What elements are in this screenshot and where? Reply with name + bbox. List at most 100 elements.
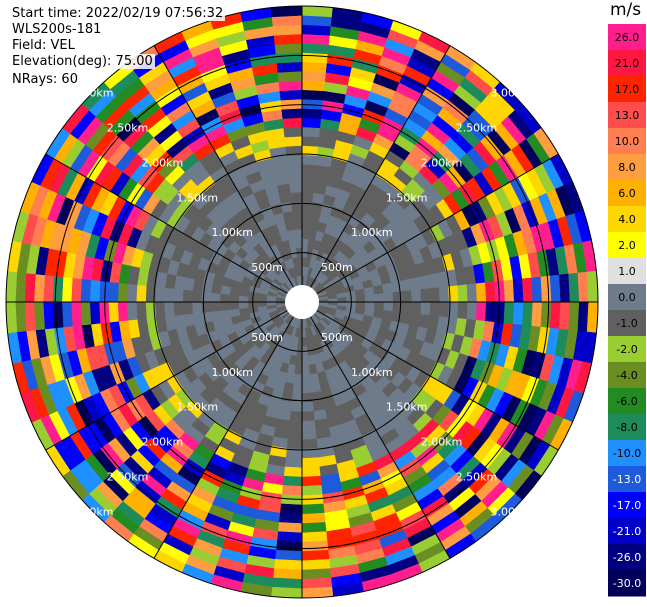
nrays-label: NRays: 60 [10, 72, 80, 87]
velocity-gate [271, 15, 303, 27]
velocity-gate [559, 273, 571, 303]
azimuth-spoke [45, 310, 288, 451]
colorbar-tick-label: 17.0 [615, 83, 640, 96]
velocity-gate [275, 52, 303, 64]
velocity-gate [286, 154, 303, 166]
velocity-gate [301, 135, 320, 147]
velocity-gate [271, 577, 303, 589]
velocity-gate [522, 301, 534, 327]
velocity-gate [80, 278, 92, 303]
velocity-gate [282, 210, 294, 222]
colorbar-tick-label: -8.0 [616, 421, 637, 434]
range-ring-label: 1.00km [211, 226, 253, 239]
velocity-gate [392, 301, 403, 313]
velocity-gate [475, 282, 487, 303]
velocity-gate [61, 301, 73, 328]
velocity-gate [284, 135, 303, 147]
velocity-gate [24, 301, 36, 332]
velocity-gate [301, 182, 315, 193]
velocity-gate [429, 287, 441, 303]
colorbar-segment [608, 102, 646, 129]
velocity-gate [355, 295, 366, 303]
velocity-gate [135, 301, 147, 320]
velocity-gate [291, 201, 303, 212]
velocity-gate [292, 383, 303, 394]
velocity-gate [98, 301, 110, 324]
velocity-gate [301, 52, 329, 64]
velocity-gate [301, 61, 328, 73]
colorbar-tick-label: 13.0 [615, 109, 640, 122]
velocity-gate [288, 420, 303, 431]
range-ring-label: 1.00km [351, 226, 393, 239]
velocity-gate [89, 279, 101, 303]
colorbar-segment [608, 440, 646, 467]
range-ring-label: 3.00km [491, 87, 533, 100]
colorbar-tick-label: 2.0 [618, 239, 636, 252]
velocity-gate [191, 290, 203, 303]
velocity-gate [401, 290, 413, 303]
range-ring-label: 2.00km [421, 436, 463, 449]
velocity-gate [301, 494, 324, 506]
velocity-gate [220, 309, 232, 320]
velocity-gate [201, 301, 212, 313]
velocity-gate [301, 485, 323, 496]
velocity-gate [383, 301, 394, 312]
colorbar-tick-label: -30.0 [613, 577, 641, 590]
velocity-gate [210, 292, 221, 303]
velocity-gate [256, 301, 267, 307]
velocity-gate [135, 284, 147, 303]
velocity-gate [309, 372, 320, 384]
velocity-gate [275, 540, 303, 552]
velocity-gate [286, 438, 303, 450]
colorbar-segment [608, 518, 646, 545]
velocity-gate [191, 301, 203, 314]
colorbar-segment [608, 310, 646, 337]
velocity-gate [301, 438, 318, 450]
velocity-gate [284, 220, 295, 232]
velocity-gate [531, 301, 543, 328]
colorbar-tick-label: -4.0 [616, 369, 637, 382]
velocity-gate [283, 126, 303, 138]
colorbar-segment [608, 492, 646, 519]
colorbar-tick-label: -1.0 [616, 317, 637, 330]
colorbar-tick-label: -21.0 [613, 525, 641, 538]
velocity-gates [5, 5, 599, 599]
velocity-gate [276, 61, 303, 73]
velocity-gate [301, 89, 325, 101]
colorbar-segment [608, 206, 646, 233]
velocity-gate [420, 301, 431, 316]
velocity-gate [15, 271, 27, 303]
velocity-gate [24, 272, 36, 303]
velocity-gate [301, 401, 314, 413]
colorbar-segment [608, 232, 646, 259]
velocity-gate [297, 256, 303, 267]
velocity-gate [89, 301, 101, 325]
velocity-gate [301, 42, 330, 55]
velocity-gate [273, 33, 303, 45]
velocity-gate [301, 33, 331, 45]
velocity-gate [494, 280, 506, 303]
colorbar-segment [608, 154, 646, 181]
azimuth-spoke [310, 45, 451, 288]
velocity-gate [301, 15, 333, 27]
velocity-gate [33, 301, 45, 331]
range-ring-label: 3.00km [72, 87, 114, 100]
velocity-gate [503, 301, 515, 325]
velocity-gate [337, 297, 348, 303]
colorbar-segment [608, 544, 646, 571]
range-ring-label: 500m [321, 261, 353, 274]
azimuth-spoke [153, 45, 294, 288]
velocity-gate [301, 466, 321, 478]
velocity-gate [301, 549, 330, 562]
velocity-gate [475, 301, 487, 322]
velocity-gate [466, 301, 478, 321]
colorbar-tick-label: 8.0 [618, 161, 636, 174]
velocity-gate [382, 282, 394, 294]
velocity-gate [374, 293, 385, 303]
velocity-gate [282, 117, 303, 129]
colorbar-tick-label: -6.0 [616, 395, 637, 408]
velocity-gate [494, 301, 506, 324]
velocity-gate [301, 117, 322, 129]
velocity-gate [70, 301, 82, 327]
colorbar-segment [608, 128, 646, 155]
